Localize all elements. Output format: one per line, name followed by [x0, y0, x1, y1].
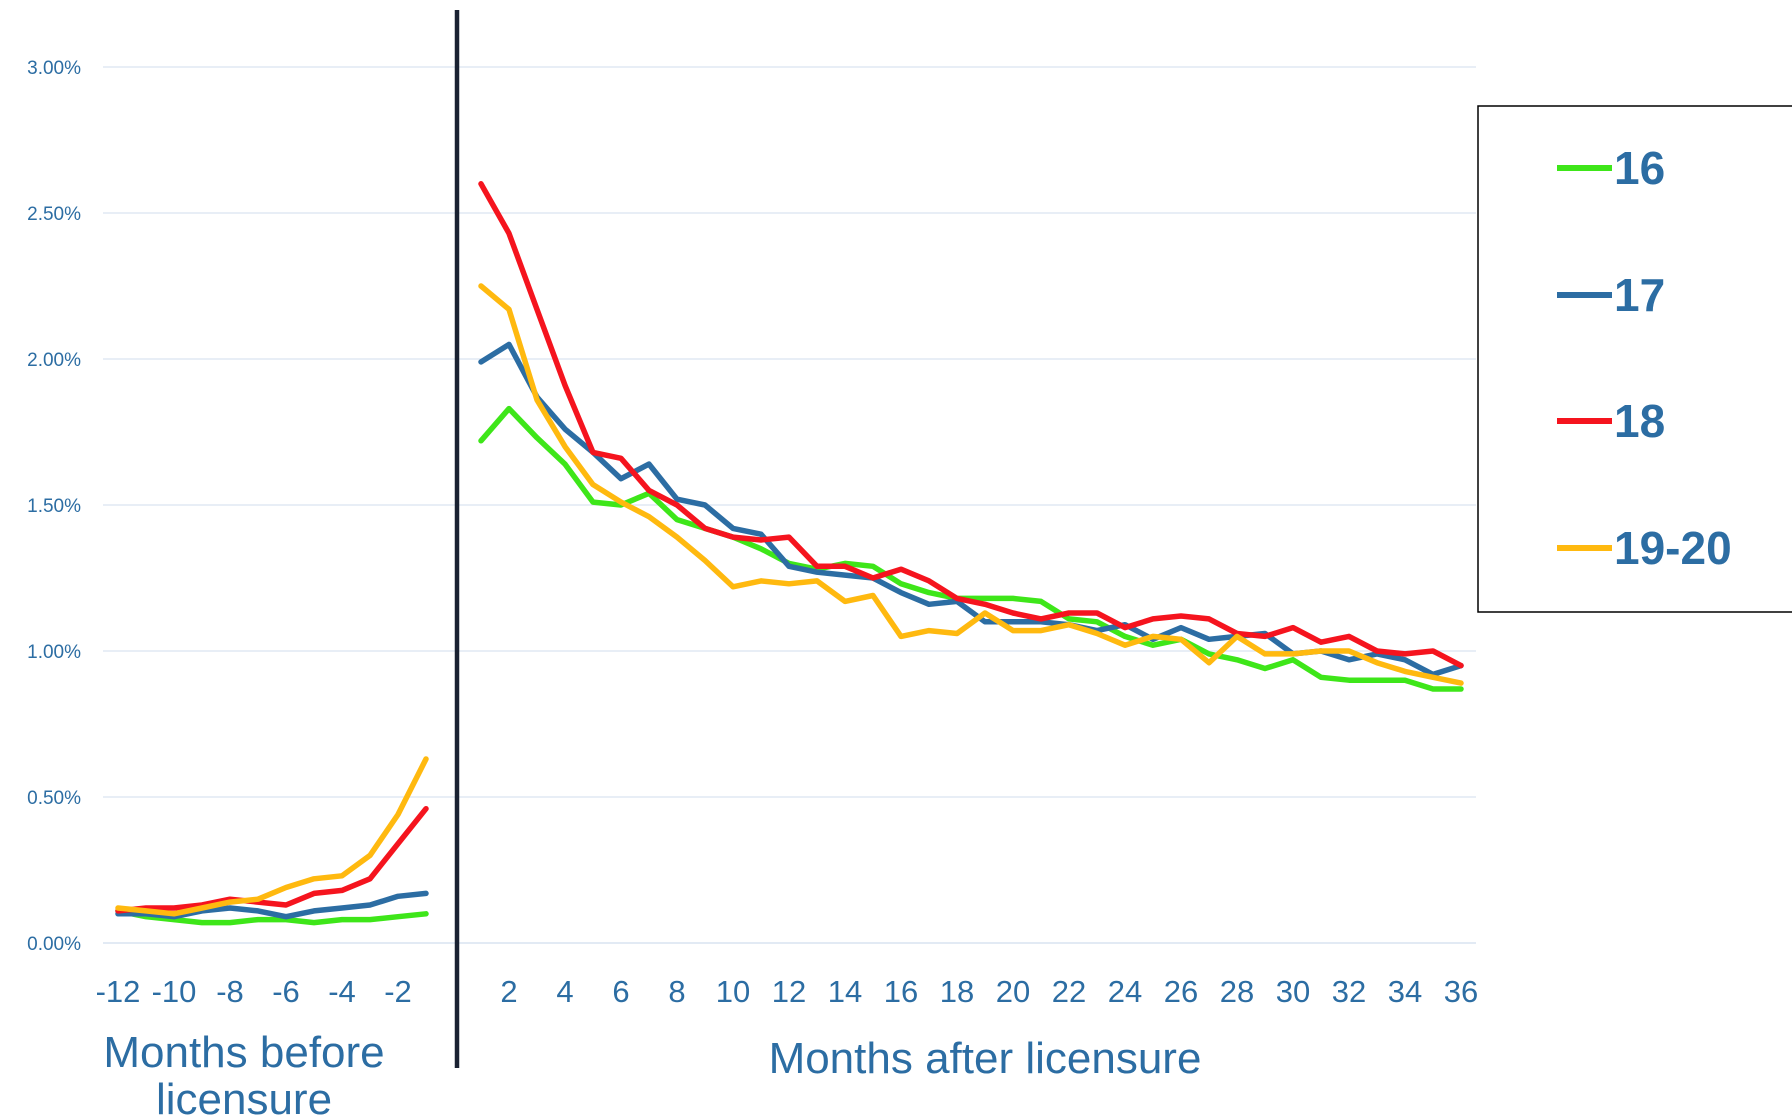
- x-tick-label-before: -8: [216, 974, 244, 1009]
- series-line-before-17: [115, 890, 429, 920]
- x-tick-label-after: 34: [1388, 974, 1422, 1009]
- legend-box: [1477, 105, 1792, 613]
- x-tick-label-after: 24: [1108, 974, 1142, 1009]
- x-tick-label-after: 30: [1276, 974, 1310, 1009]
- x-tick-label-before: -6: [272, 974, 300, 1009]
- x-tick-label-after: 10: [716, 974, 750, 1009]
- series-line-after-18: [478, 181, 1464, 669]
- x-tick-label-before: -4: [328, 974, 356, 1009]
- x-axis-tick-labels: -12 -10 -8 -6 -4 -2 2 4 6 8 10 12 14 16 18 20 22 24 26 28 30…: [96, 974, 1479, 1009]
- y-tick-label: 2.50%: [27, 204, 81, 225]
- gridlines: [103, 66, 1476, 798]
- x-tick-label-after: 18: [940, 974, 974, 1009]
- x-axis-label-before-line2: licensure: [156, 1075, 332, 1119]
- x-axis-label-before-line1: Months before: [103, 1028, 384, 1077]
- x-tick-label-after: 12: [772, 974, 806, 1009]
- series-line-before-16: [115, 908, 429, 926]
- legend-label-16: 16: [1614, 142, 1665, 194]
- x-tick-label-after: 8: [668, 974, 685, 1009]
- y-tick-label: 0.50%: [27, 788, 81, 809]
- x-tick-label-after: 14: [828, 974, 862, 1009]
- legend-label-18: 18: [1614, 395, 1665, 447]
- y-tick-label: 3.00%: [27, 58, 81, 79]
- series-line-after-16: [478, 405, 1464, 692]
- series-line-after-19-20: [478, 283, 1464, 686]
- series-lines: [115, 181, 1464, 926]
- x-tick-label-after: 16: [884, 974, 918, 1009]
- x-tick-label-before: -10: [152, 974, 197, 1009]
- series-line-before-18: [115, 805, 429, 914]
- x-tick-label-before: -12: [96, 974, 141, 1009]
- y-axis-tick-labels: 0.00% 0.50% 1.00% 1.50% 2.00% 2.50% 3.00%: [27, 58, 81, 955]
- x-tick-label-before: -2: [384, 974, 412, 1009]
- x-tick-label-after: 28: [1220, 974, 1254, 1009]
- legend-label-19-20: 19-20: [1614, 522, 1732, 574]
- legend: 16 17 18 19-20: [1477, 105, 1792, 613]
- legend-label-17: 17: [1614, 269, 1665, 321]
- y-tick-label: 1.50%: [27, 496, 81, 517]
- x-tick-label-after: 32: [1332, 974, 1366, 1009]
- series-line-before-19-20: [115, 756, 429, 917]
- x-tick-label-after: 20: [996, 974, 1030, 1009]
- x-tick-label-after: 2: [500, 974, 517, 1009]
- x-tick-label-after: 6: [612, 974, 629, 1009]
- y-tick-label: 2.00%: [27, 350, 81, 371]
- x-tick-label-after: 4: [556, 974, 573, 1009]
- x-tick-label-after: 36: [1444, 974, 1478, 1009]
- x-tick-label-after: 22: [1052, 974, 1086, 1009]
- x-tick-label-after: 26: [1164, 974, 1198, 1009]
- y-tick-label: 0.00%: [27, 934, 81, 955]
- x-axis-label-after: Months after licensure: [769, 1034, 1202, 1083]
- y-tick-label: 1.00%: [27, 642, 81, 663]
